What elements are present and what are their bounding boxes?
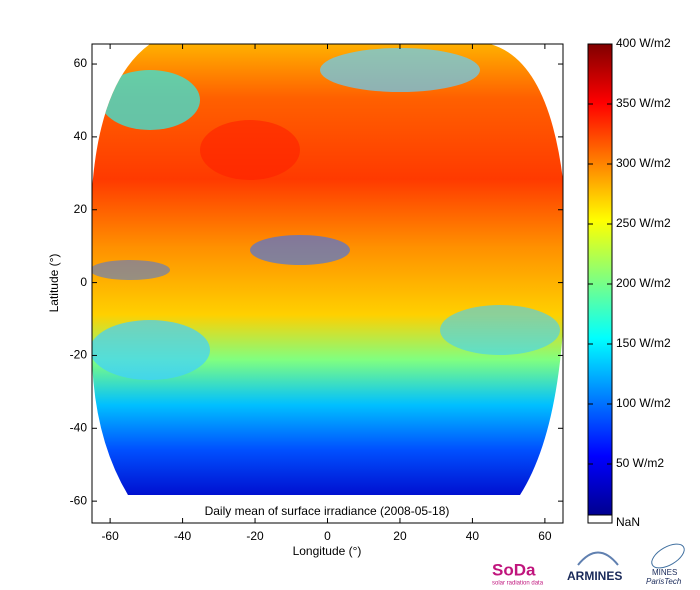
logo-paristech: ParisTech: [646, 577, 682, 586]
y-tick-label: -20: [70, 348, 88, 362]
y-tick-label: -40: [70, 420, 88, 434]
y-tick-label: 20: [74, 202, 88, 216]
colorbar-tick-label: 400 W/m2: [616, 36, 671, 50]
nan-label: NaN: [616, 515, 640, 529]
colorbar-tick-label: 100 W/m2: [616, 396, 671, 410]
x-tick-label: 20: [393, 529, 407, 543]
logo-soda-sub: solar radiation data: [492, 581, 544, 587]
logo-mines: MINES: [652, 568, 677, 577]
logo-soda: SoDa: [492, 560, 536, 579]
x-tick-label: -20: [246, 529, 264, 543]
colorbar-tick-label: 150 W/m2: [616, 336, 671, 350]
x-tick-label: 0: [324, 529, 331, 543]
logos: SoDa solar radiation data ARMINES MINES …: [492, 543, 685, 587]
x-tick-label: -60: [101, 529, 119, 543]
x-tick-label: 40: [466, 529, 480, 543]
colorbar-tick-label: 250 W/m2: [616, 216, 671, 230]
y-axis-label: Latitude (°): [47, 254, 61, 313]
x-axis-label: Longitude (°): [293, 544, 362, 558]
y-tick-label: 60: [74, 56, 88, 70]
irradiance-image: [92, 44, 563, 495]
logo-armines: ARMINES: [567, 569, 622, 583]
annotation: Daily mean of surface irradiance (2008-0…: [205, 504, 450, 518]
colorbar-tick-label: 350 W/m2: [616, 96, 671, 110]
y-tick-label: -60: [70, 493, 88, 507]
x-tick-label: -40: [174, 529, 192, 543]
colorbar-tick-label: 50 W/m2: [616, 456, 664, 470]
colorbar: [588, 44, 612, 515]
y-tick-label: 40: [74, 129, 88, 143]
colorbar-tick-label: 300 W/m2: [616, 156, 671, 170]
x-tick-label: 60: [538, 529, 552, 543]
colorbar-tick-label: 200 W/m2: [616, 276, 671, 290]
y-tick-label: 0: [80, 275, 87, 289]
